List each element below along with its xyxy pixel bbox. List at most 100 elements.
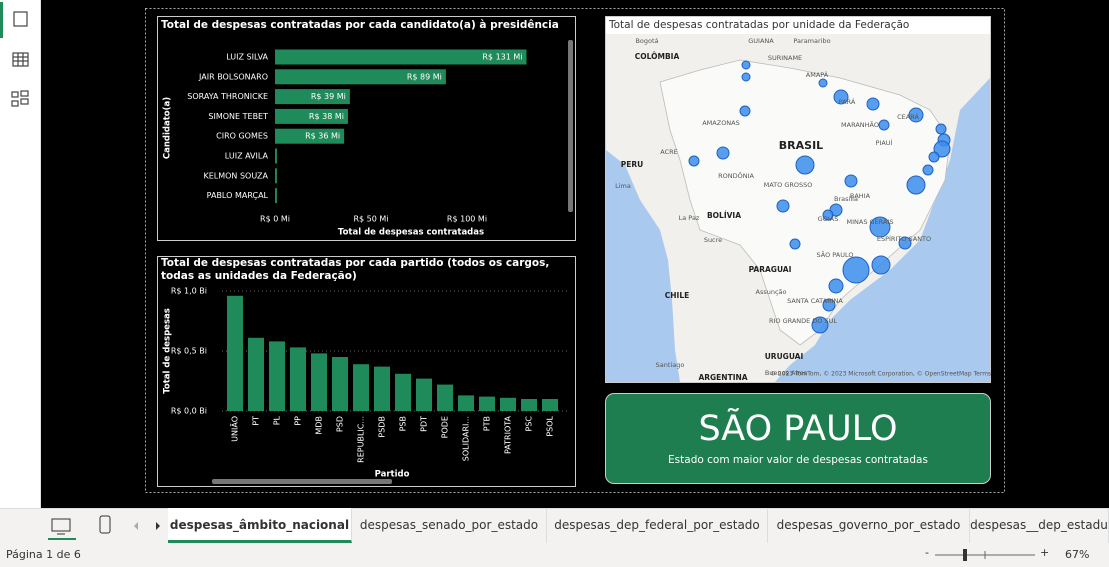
bar: [353, 364, 369, 411]
map-label: MARANHÃO: [841, 120, 879, 129]
map-label: CHILE: [665, 291, 689, 300]
zoom-slider[interactable]: [935, 548, 1037, 562]
page-tab[interactable]: despesas__dep_estadu: [970, 508, 1109, 543]
map-label: Paramaribo: [793, 37, 830, 45]
x-tick-label: PSDB: [378, 416, 387, 438]
data-label: R$ 38 Mi: [309, 112, 344, 121]
page-tab[interactable]: despesas_governo_por_estado: [768, 508, 970, 543]
map-label: Buenos Aires: [765, 369, 808, 377]
y-tick-label: R$ 0,0 Bi: [171, 407, 207, 416]
x-tick-label: PSB: [399, 416, 408, 431]
data-label: R$ 89 Mi: [407, 72, 442, 81]
card-value: SÃO PAULO: [698, 409, 898, 449]
y-tick-label: R$ 0,5 Bi: [171, 347, 207, 356]
map-label: Santiago: [656, 361, 685, 369]
x-axis-title: Partido: [375, 470, 410, 480]
x-tick-label: PSC: [525, 416, 534, 432]
x-tick-label: PSD: [336, 416, 345, 432]
y-tick-label: JAIR BOLSONARO: [198, 72, 268, 81]
report-icon[interactable]: [13, 11, 28, 27]
map-bubbles: [688, 60, 951, 334]
map-label: BRASIL: [779, 139, 823, 152]
x-tick-label: PL: [273, 415, 282, 425]
map-label: Sucre: [704, 236, 722, 244]
y-tick-label: CIRO GOMES: [216, 132, 268, 141]
bar: [275, 168, 277, 184]
x-tick-label: UNIÃO: [230, 416, 240, 442]
y-tick-label: LUIZ SILVA: [226, 53, 268, 62]
map-attribution: © 2023 TomTom, © 2023 Microsoft Corporat…: [770, 371, 991, 378]
bar: [500, 397, 516, 411]
y-axis-title: Total de despesas: [163, 308, 173, 394]
bar: [437, 384, 453, 411]
y-axis-title: Candidato(a): [163, 97, 173, 159]
zoom-level: 67%: [1065, 548, 1090, 561]
page-indicator: Página 1 de 6: [6, 548, 81, 561]
y-tick-label: SORAYA THRONICKE: [187, 92, 268, 101]
scrollbar[interactable]: [212, 479, 392, 484]
x-tick-label: MDB: [315, 416, 324, 435]
bar: [275, 49, 527, 65]
model-icon[interactable]: [11, 91, 19, 98]
x-tick-label: PP: [294, 416, 303, 426]
page-tab[interactable]: despesas_âmbito_nacional: [168, 508, 352, 543]
x-tick-label: PDT: [420, 416, 429, 432]
x-axis-title: Total de despesas contratadas: [338, 228, 484, 238]
desktop-view[interactable]: [51, 518, 71, 532]
bar: [458, 395, 474, 411]
card-caption: Estado com maior valor de despesas contr…: [668, 454, 928, 466]
page-border: [145, 8, 1005, 493]
zoom-in[interactable]: +: [1040, 546, 1050, 559]
bar: [227, 295, 243, 411]
y-tick-label: R$ 1,0 Bi: [171, 287, 207, 296]
active-indicator: [0, 2, 3, 38]
map-label: ESPÍRITO SANTO: [877, 234, 931, 243]
bar: [275, 148, 277, 164]
map-label: PARÁ: [839, 97, 856, 106]
tab-prev[interactable]: [134, 522, 138, 530]
tab-next[interactable]: [156, 522, 160, 530]
map-label: AMAZONAS: [702, 119, 740, 127]
map-label: ARGENTINA: [698, 373, 747, 382]
table-icon[interactable]: [12, 52, 29, 67]
y-tick-label: KELMON SOUZA: [203, 171, 268, 180]
map-label: GOIÁS: [818, 214, 839, 223]
x-tick-label: PTB: [483, 416, 492, 431]
mobile-view[interactable]: [99, 515, 111, 534]
page-tab[interactable]: despesas_senado_por_estado: [352, 508, 547, 543]
bar: [290, 347, 306, 411]
map-label: RIO GRANDE DO SUL: [769, 317, 837, 325]
sidebar: [0, 0, 41, 508]
map-title: Total de despesas contratadas por unidad…: [608, 19, 909, 31]
report-canvas: Total de despesas contratadas por cada c…: [145, 8, 1005, 493]
y-tick-label: SIMONE TEBET: [208, 112, 268, 121]
map-label: GUIANA: [748, 37, 774, 45]
x-tick-label: R$ 0 Mi: [260, 215, 290, 224]
data-label: R$ 131 Mi: [482, 53, 522, 62]
map-label: Bogotá: [635, 37, 658, 45]
chart-title: Total de despesas contratadas por cada c…: [161, 19, 559, 31]
scrollbar[interactable]: [568, 40, 573, 212]
data-label: R$ 36 Mi: [305, 132, 340, 141]
status-bar: Página 1 de 6 - + 67%: [0, 543, 1109, 567]
bar: [248, 337, 264, 411]
sidebar-icons: [0, 2, 29, 107]
zoom-out[interactable]: -: [925, 546, 929, 559]
bar: [275, 188, 277, 204]
bar: [275, 128, 345, 144]
page-tab[interactable]: despesas_dep_federal_por_estado: [547, 508, 768, 543]
x-tick-label: R$ 50 Mi: [353, 215, 388, 224]
bar: [416, 378, 432, 411]
x-tick-label: R$ 100 Mi: [447, 215, 487, 224]
x-tick-label: SOLIDARI...: [462, 416, 471, 461]
x-tick-label: PODE: [441, 416, 450, 438]
tab-controls: [48, 515, 160, 540]
bar: [542, 399, 558, 411]
map-brazil: [659, 59, 951, 346]
map-label: PIAUÍ: [876, 138, 893, 147]
data-label: R$ 39 Mi: [311, 92, 346, 101]
map-label: BAHIA: [850, 192, 871, 200]
bar: [269, 341, 285, 411]
map-label: ACRE: [660, 148, 678, 156]
